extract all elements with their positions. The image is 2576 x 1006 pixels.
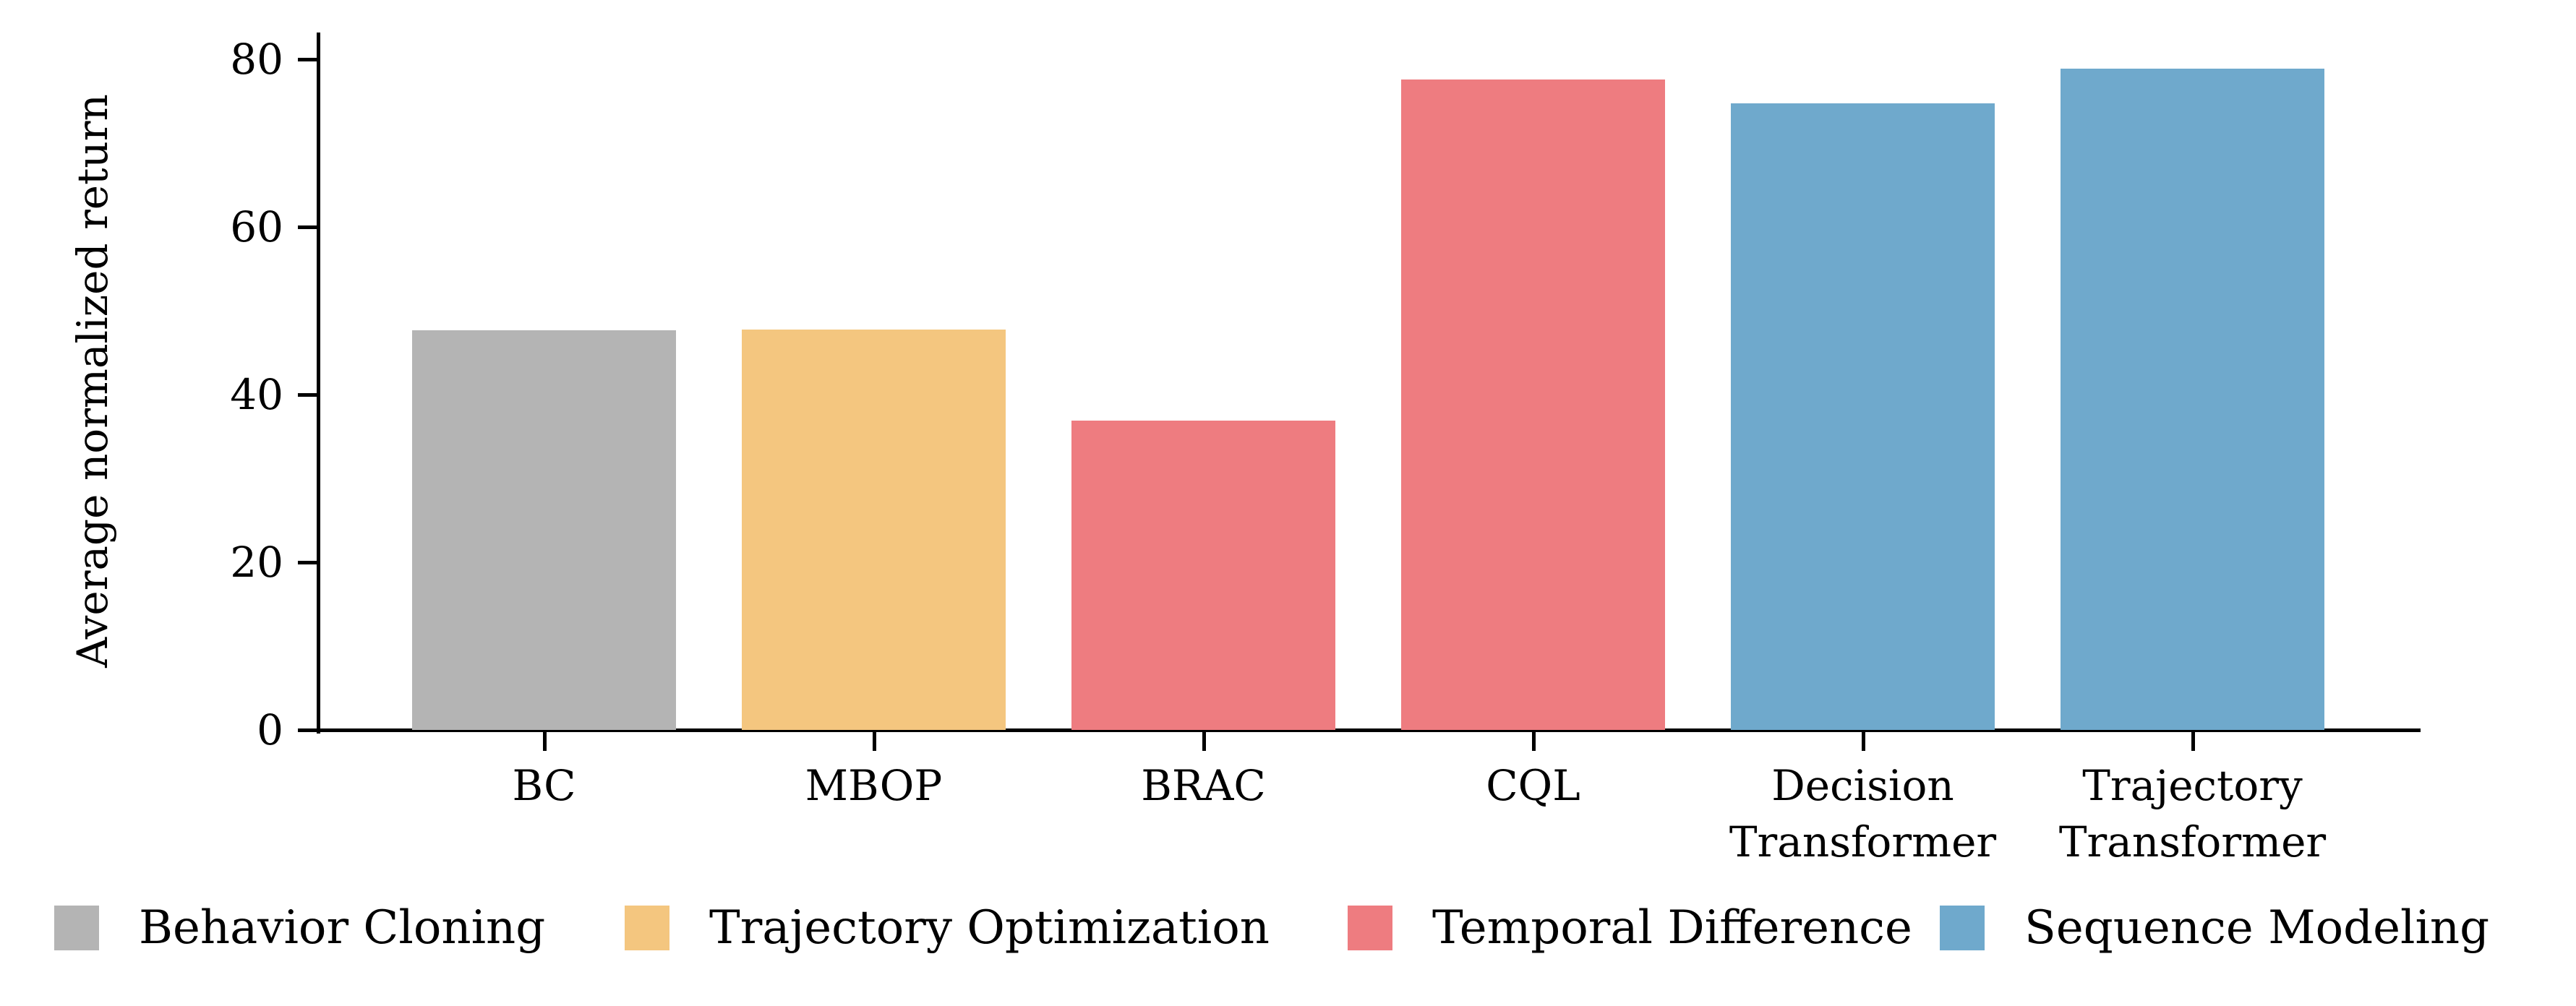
bar-cql <box>1401 79 1665 730</box>
x-tick-label-brac: BRAC <box>1141 761 1266 810</box>
y-tick-label-80: 80 <box>230 35 283 84</box>
x-tick-bc <box>542 732 547 751</box>
legend-item-temporal-difference: Temporal Difference <box>1348 899 1912 957</box>
legend-label-behavior-cloning: Behavior Cloning <box>139 901 546 955</box>
legend-item-sequence-modeling: Sequence Modeling <box>1940 899 2489 957</box>
bar-brac <box>1071 421 1335 730</box>
x-axis-line <box>317 728 2421 732</box>
x-tick-label-trajectory-transformer: Trajectory Transformer <box>2058 761 2327 867</box>
y-tick-40 <box>298 393 317 397</box>
x-tick-brac <box>1202 732 1206 751</box>
bar-decision-transformer <box>1731 103 1995 730</box>
y-axis-line <box>317 33 320 734</box>
y-tick-80 <box>298 58 317 61</box>
x-tick-label-decision-transformer: Decision Transformer <box>1729 761 1997 867</box>
y-tick-0 <box>298 728 317 732</box>
bar-trajectory-transformer <box>2061 69 2324 730</box>
bar-mbop <box>742 330 1006 730</box>
x-tick-label-cql: CQL <box>1486 761 1580 810</box>
legend-swatch-sequence-modeling <box>1940 906 1985 950</box>
legend-item-behavior-cloning: Behavior Cloning <box>54 899 545 957</box>
y-tick-label-0: 0 <box>257 705 283 754</box>
x-tick-mbop <box>872 732 876 751</box>
legend-swatch-behavior-cloning <box>54 906 99 950</box>
legend-label-trajectory-optimization: Trajectory Optimization <box>709 901 1270 955</box>
y-tick-label-60: 60 <box>230 202 283 252</box>
legend-swatch-temporal-difference <box>1348 906 1392 950</box>
legend-label-temporal-difference: Temporal Difference <box>1432 901 1912 955</box>
x-tick-label-bc: BC <box>512 761 576 810</box>
x-tick-cql <box>1531 732 1536 751</box>
y-tick-20 <box>298 561 317 564</box>
legend-item-trajectory-optimization: Trajectory Optimization <box>625 899 1270 957</box>
y-tick-label-40: 40 <box>230 370 283 419</box>
legend-swatch-trajectory-optimization <box>625 906 669 950</box>
bar-bc <box>412 330 676 730</box>
x-tick-decision-transformer <box>1861 732 1865 751</box>
y-tick-label-20: 20 <box>230 538 283 587</box>
y-tick-60 <box>298 225 317 229</box>
x-tick-label-mbop: MBOP <box>805 761 943 810</box>
legend-label-sequence-modeling: Sequence Modeling <box>2024 901 2490 955</box>
x-tick-trajectory-transformer <box>2191 732 2195 751</box>
